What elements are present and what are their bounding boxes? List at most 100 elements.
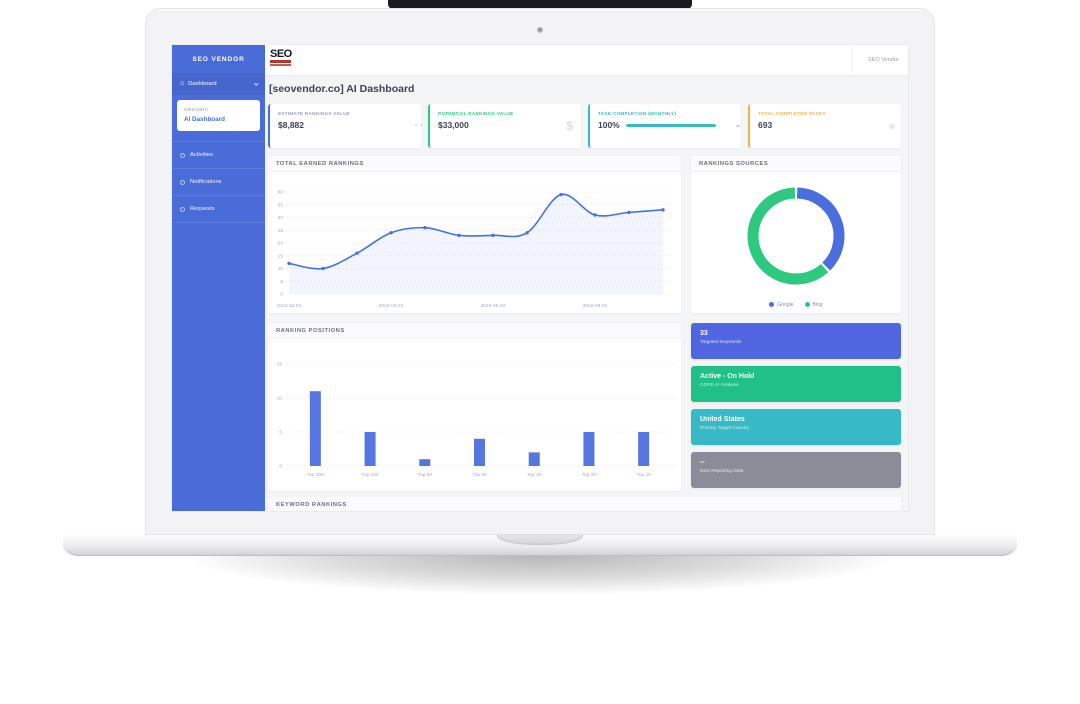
- rankings-sources-chart[interactable]: Google Bing: [691, 172, 901, 313]
- notifications-icon: [180, 179, 185, 185]
- svg-text:15: 15: [277, 362, 283, 368]
- info-card-next-reporting-date: -- Next Reporting Date: [691, 452, 901, 488]
- sidebar-item-activities[interactable]: Activities: [172, 141, 265, 168]
- chevron-down-icon: [254, 81, 259, 86]
- svg-text:0: 0: [279, 464, 282, 470]
- sidebar-brand: SEO VENDOR: [192, 56, 245, 63]
- svg-text:5: 5: [280, 279, 283, 285]
- svg-text:0: 0: [280, 292, 283, 298]
- sidebar-item-label: Notifications: [190, 179, 222, 185]
- submenu-section-label: ORGANIC: [184, 107, 209, 112]
- rankings-sources-panel: RANKINGS SOURCES Google Bing: [691, 156, 901, 313]
- svg-text:Top 50: Top 50: [418, 472, 433, 478]
- svg-text:2016-03-02: 2016-03-02: [379, 303, 404, 309]
- logo-red-bar: [270, 60, 291, 63]
- laptop-top-edge: [388, 0, 692, 9]
- sidebar-item-dashboard[interactable]: ⌂ Dashboard: [172, 73, 265, 95]
- stat-label: TOTAL COMPLETED TASKS: [758, 111, 826, 116]
- sidebar: SEO VENDOR ⌂ Dashboard ORGANIC AI Dashbo…: [172, 45, 265, 511]
- stat-card-total-completed-tasks: TOTAL COMPLETED TASKS 693: [748, 104, 901, 148]
- svg-text:Top 100: Top 100: [362, 472, 379, 478]
- svg-text:Top 20: Top 20: [582, 472, 597, 478]
- info-card-title: --: [700, 459, 705, 466]
- info-cards-column: 33 Targeted Keywords Active - On Hold CO…: [691, 323, 901, 491]
- activities-icon: [180, 152, 185, 158]
- svg-text:2015-12-02: 2015-12-02: [277, 303, 302, 309]
- donut-legend: Google Bing: [691, 302, 901, 308]
- panel-title: RANKINGS SOURCES: [691, 156, 901, 172]
- dollar-icon: $: [566, 119, 573, 133]
- svg-text:2016-09-02: 2016-09-02: [583, 303, 608, 309]
- stat-label: POTENTIAL RANKINGS VALUE: [438, 111, 514, 116]
- laptop-base: [63, 535, 1017, 556]
- ranking-positions-chart[interactable]: 0 5 10 15 Top 200 Top 100 Top 50 Top 40 Top 30 To…: [268, 339, 681, 491]
- stat-card-potential-rankings-value: POTENTIAL RANKINGS VALUE $33,000 $: [428, 104, 581, 148]
- svg-text:Top 40: Top 40: [472, 472, 487, 478]
- sidebar-item-label: Activities: [190, 152, 213, 158]
- keyword-rankings-panel: KEYWORD RANKINGS: [268, 497, 901, 511]
- sidebar-submenu-card: ORGANIC AI Dashboard: [177, 100, 260, 131]
- sidebar-item-label: Requests: [190, 206, 215, 212]
- requests-icon: [180, 206, 185, 212]
- svg-text:30: 30: [278, 215, 284, 221]
- total-earned-rankings-chart[interactable]: 0 5 10 15 20 25 30 35 40 2015-12-02 2016-03-02 2016…: [268, 172, 681, 313]
- svg-text:25: 25: [278, 228, 284, 234]
- logo-text: SEO: [270, 48, 292, 60]
- page-title: [seovendor.co] AI Dashboard: [269, 83, 415, 95]
- legend-dot: [769, 302, 775, 308]
- stat-card-estimate-rankings-value: ESTIMATE RANKINGS VALUE $8,882: [268, 104, 421, 148]
- svg-text:40: 40: [278, 190, 284, 196]
- info-card-subtitle: Targeted Keywords: [700, 339, 742, 345]
- svg-text:15: 15: [278, 253, 284, 259]
- charts-row: TOTAL EARNED RANKINGS 0 5 10 15 20 25 30 35 40 20…: [268, 156, 901, 313]
- home-icon: ⌂: [180, 80, 185, 87]
- laptop-shadow: [85, 548, 995, 648]
- main-content: [seovendor.co] AI Dashboard ESTIMATE RAN…: [265, 75, 908, 511]
- total-earned-rankings-panel: TOTAL EARNED RANKINGS 0 5 10 15 20 25 30 35 40 20…: [268, 156, 681, 313]
- info-card-title: Active - On Hold: [700, 373, 755, 380]
- info-card-subtitle: Primary Target Country: [700, 425, 750, 431]
- stat-value: 693: [758, 120, 773, 130]
- svg-text:20: 20: [278, 241, 284, 247]
- panel-title: RANKING POSITIONS: [268, 323, 681, 339]
- info-card-core-ai-analysis: Active - On Hold CORE AI Analysis: [691, 366, 901, 402]
- laptop-camera-dot: [537, 27, 543, 33]
- logo-red-bar: [270, 64, 291, 66]
- svg-text:Top 200: Top 200: [307, 472, 324, 478]
- svg-text:5: 5: [279, 430, 282, 436]
- legend-item-google[interactable]: Google: [769, 302, 794, 308]
- info-card-primary-target-country: United States Primary Target Country: [691, 409, 901, 445]
- svg-text:10: 10: [278, 266, 284, 272]
- sidebar-item-ai-dashboard[interactable]: AI Dashboard: [184, 116, 225, 123]
- sidebar-item-label: Dashboard: [188, 81, 217, 87]
- sidebar-item-requests[interactable]: Requests: [172, 195, 265, 223]
- svg-text:Top 10: Top 10: [636, 472, 651, 478]
- progress-bar-fill: [625, 124, 716, 127]
- stat-cards-row: ESTIMATE RANKINGS VALUE $8,882 POTENTIAL…: [268, 104, 901, 148]
- ranking-positions-panel: RANKING POSITIONS 0 5 10 15 Top 200 Top 100 To…: [268, 323, 681, 491]
- info-card-targeted-keywords: 33 Targeted Keywords: [691, 323, 901, 359]
- topbar: SEO SEO Vendor: [265, 45, 908, 75]
- legend-dot: [804, 302, 810, 308]
- stat-value: 100%: [598, 120, 620, 130]
- stat-card-task-completion: TASK COMPLETION (MONTHLY) 100%: [588, 104, 741, 148]
- progress-bar: [625, 124, 716, 127]
- svg-text:10: 10: [277, 396, 283, 402]
- user-menu[interactable]: SEO Vendor: [850, 45, 908, 75]
- info-card-title: United States: [700, 416, 745, 423]
- legend-item-bing[interactable]: Bing: [804, 302, 823, 308]
- seo-vendor-logo[interactable]: SEO: [270, 49, 292, 66]
- svg-text:35: 35: [278, 202, 284, 208]
- svg-text:2016-06-02: 2016-06-02: [481, 303, 506, 309]
- stat-value: $8,882: [278, 120, 304, 130]
- info-card-title: 33: [700, 330, 708, 337]
- lower-row: RANKING POSITIONS 0 5 10 15 Top 200 Top 100 To…: [268, 323, 901, 491]
- dashboard-screen: SEO VENDOR ⌂ Dashboard ORGANIC AI Dashbo…: [172, 45, 908, 511]
- panel-title: TOTAL EARNED RANKINGS: [268, 156, 681, 172]
- stat-value: $33,000: [438, 120, 469, 130]
- panel-title: KEYWORD RANKINGS: [268, 497, 901, 511]
- sidebar-item-notifications[interactable]: Notifications: [172, 168, 265, 195]
- info-card-subtitle: Next Reporting Date: [700, 468, 744, 474]
- stat-label: ESTIMATE RANKINGS VALUE: [278, 111, 351, 116]
